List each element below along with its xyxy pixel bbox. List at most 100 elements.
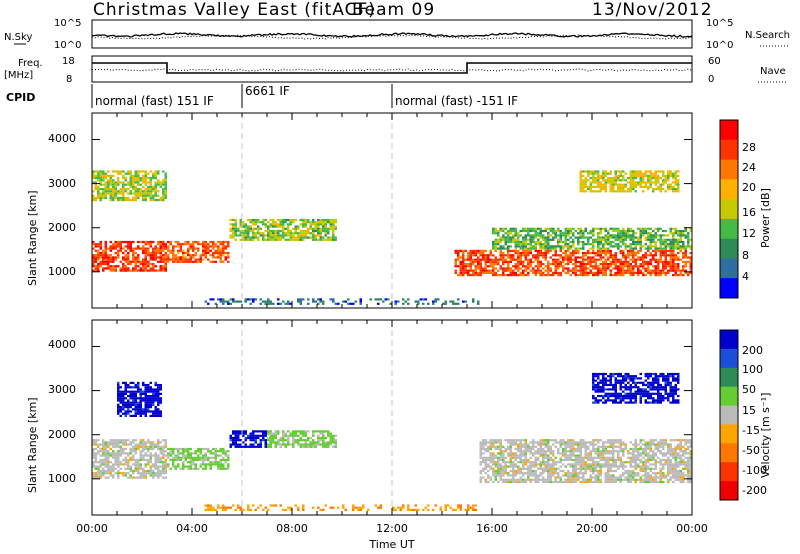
power-cbar-swatch: [720, 159, 738, 180]
cpid-segment-3: normal (fast) -151 IF: [395, 94, 518, 108]
power-echo-region-8: [204, 298, 480, 305]
power-cbar-swatch: [720, 278, 738, 299]
freq-tick-bottom: 8: [66, 74, 72, 85]
velocity-panel: Slant Range [km] 4000 3000 2000 1000: [26, 319, 693, 516]
velocity-cbar-swatch: [720, 424, 738, 444]
date-label: 13/Nov/2012: [592, 0, 713, 20]
power-echo-region-2: [92, 170, 167, 202]
power-cbar-swatch: [720, 199, 738, 220]
velocity-colorbar: 200 100 50 15 -15 -50 -100 -200 Velocity…: [719, 329, 772, 501]
velocity-echo-region-8: [204, 504, 477, 511]
noise-panel: N.Sky 10^5 10^0 10^5 10^0 N.Search: [4, 18, 790, 51]
nave-tick-bottom: 0: [708, 74, 714, 85]
power-echo-region-5: [454, 249, 692, 277]
x-axis: 00:00 04:00 08:00 12:00 16:00 20:00 00:0…: [76, 522, 708, 551]
velocity-cbar-tick-200: 200: [742, 344, 763, 357]
velocity-ytick-2000: 2000: [48, 428, 76, 441]
velocity-cbar-label: Velocity [m s⁻¹]: [759, 393, 772, 478]
x-axis-label: Time UT: [368, 538, 414, 551]
power-cbar-tick-4: 4: [742, 270, 749, 283]
power-ytick-1000: 1000: [48, 265, 76, 278]
power-cbar-swatch: [720, 218, 738, 240]
velocity-cbar-tick-minus15: -15: [742, 424, 760, 437]
velocity-cbar-swatch: [720, 386, 738, 407]
velocity-cbar-tick-minus200: -200: [742, 484, 767, 497]
velocity-cbar-tick-minus100: -100: [742, 464, 767, 477]
power-cbar-tick-20: 20: [742, 181, 756, 194]
power-echo-region-3: [167, 240, 230, 263]
power-echo-region-4: [229, 218, 337, 241]
velocity-cbar-swatch: [720, 462, 738, 482]
power-ylabel: Slant Range [km]: [26, 190, 39, 286]
power-cbar-label: Power [dB]: [759, 188, 772, 248]
freq-label: Freq.: [18, 58, 43, 69]
velocity-ytick-4000: 4000: [48, 338, 76, 351]
cpid-label: CPID: [6, 91, 35, 104]
velocity-cbar-swatch: [720, 481, 738, 501]
x-tick-16: 16:00: [476, 522, 508, 535]
power-cbar-tick-16: 16: [742, 206, 756, 219]
chart-title: Christmas Valley East (fitACF): [93, 0, 376, 20]
noise-left-label: N.Sky: [4, 32, 32, 43]
velocity-cbar-swatch: [720, 405, 738, 425]
velocity-echo-region-2: [117, 381, 162, 417]
power-ytick-4000: 4000: [48, 132, 76, 145]
power-cbar-swatch: [720, 258, 738, 279]
x-tick-20: 20:00: [576, 522, 608, 535]
noise-right-tick-top: 10^5: [706, 18, 733, 29]
velocity-echo-region-6: [479, 439, 692, 484]
cpid-segment-2: 6661 IF: [245, 84, 290, 98]
velocity-cbar-tick-50: 50: [742, 383, 756, 396]
velocity-echo-region-7: [592, 372, 680, 404]
x-tick-12: 12:00: [376, 522, 408, 535]
velocity-echo-region-1: [92, 439, 167, 479]
noise-left-tick-top: 10^5: [54, 18, 81, 29]
velocity-cbar-tick-minus50: -50: [742, 444, 760, 457]
x-tick-24: 00:00: [676, 522, 708, 535]
power-cbar-swatch: [720, 120, 738, 141]
freq-tick-top: 18: [62, 56, 75, 67]
velocity-ylabel: Slant Range [km]: [26, 397, 39, 493]
nave-tick-top: 60: [708, 56, 721, 67]
velocity-echo-region-5: [267, 430, 337, 448]
power-panel: Slant Range [km] 4000 3000 2000 1000: [26, 112, 693, 309]
power-cbar-tick-24: 24: [742, 161, 756, 174]
freq-panel: Freq. [MHz] 18 8 60 0 Nave: [4, 55, 786, 85]
power-cbar-swatch: [720, 238, 738, 259]
freq-unit: [MHz]: [4, 70, 33, 81]
x-tick-4: 04:00: [176, 522, 208, 535]
power-colorbar: 28 24 20 16 12 8 4 Power [dB]: [719, 119, 772, 299]
power-cbar-swatch: [720, 179, 738, 200]
power-cbar-tick-12: 12: [742, 227, 756, 240]
beam-label: Beam 09: [352, 0, 435, 20]
power-echoes: [92, 170, 692, 305]
power-ytick-2000: 2000: [48, 221, 76, 234]
velocity-cbar-swatch: [720, 330, 738, 350]
velocity-cbar-tick-100: 100: [742, 363, 763, 376]
velocity-ytick-3000: 3000: [48, 383, 76, 396]
power-cbar-swatch: [720, 139, 738, 161]
velocity-echo-region-4: [229, 430, 267, 448]
noise-search-line: [91, 34, 693, 40]
power-ytick-3000: 3000: [48, 177, 76, 190]
power-cbar-tick-8: 8: [742, 249, 749, 262]
x-tick-8: 08:00: [276, 522, 308, 535]
power-cbar-tick-28: 28: [742, 141, 756, 154]
velocity-cbar-swatch: [720, 348, 738, 369]
frequency-line: [92, 62, 692, 74]
nave-label: Nave: [760, 66, 786, 77]
velocity-cbar-tick-15: 15: [742, 404, 756, 417]
noise-right-tick-bottom: 10^0: [706, 40, 733, 51]
power-echo-region-7: [579, 170, 680, 193]
cpid-row: CPID normal (fast) 151 IF 6661 IF normal…: [6, 84, 518, 108]
velocity-echoes: [92, 372, 692, 511]
power-echo-region-6: [492, 227, 692, 250]
nave-line: [91, 68, 693, 72]
cpid-segment-1: normal (fast) 151 IF: [95, 94, 214, 108]
velocity-cbar-swatch: [720, 367, 738, 388]
velocity-cbar-swatch: [720, 443, 738, 463]
noise-left-tick-bottom: 10^0: [54, 40, 81, 51]
velocity-ytick-1000: 1000: [48, 472, 76, 485]
noise-right-label: N.Search: [745, 30, 790, 41]
x-tick-0: 00:00: [76, 522, 108, 535]
